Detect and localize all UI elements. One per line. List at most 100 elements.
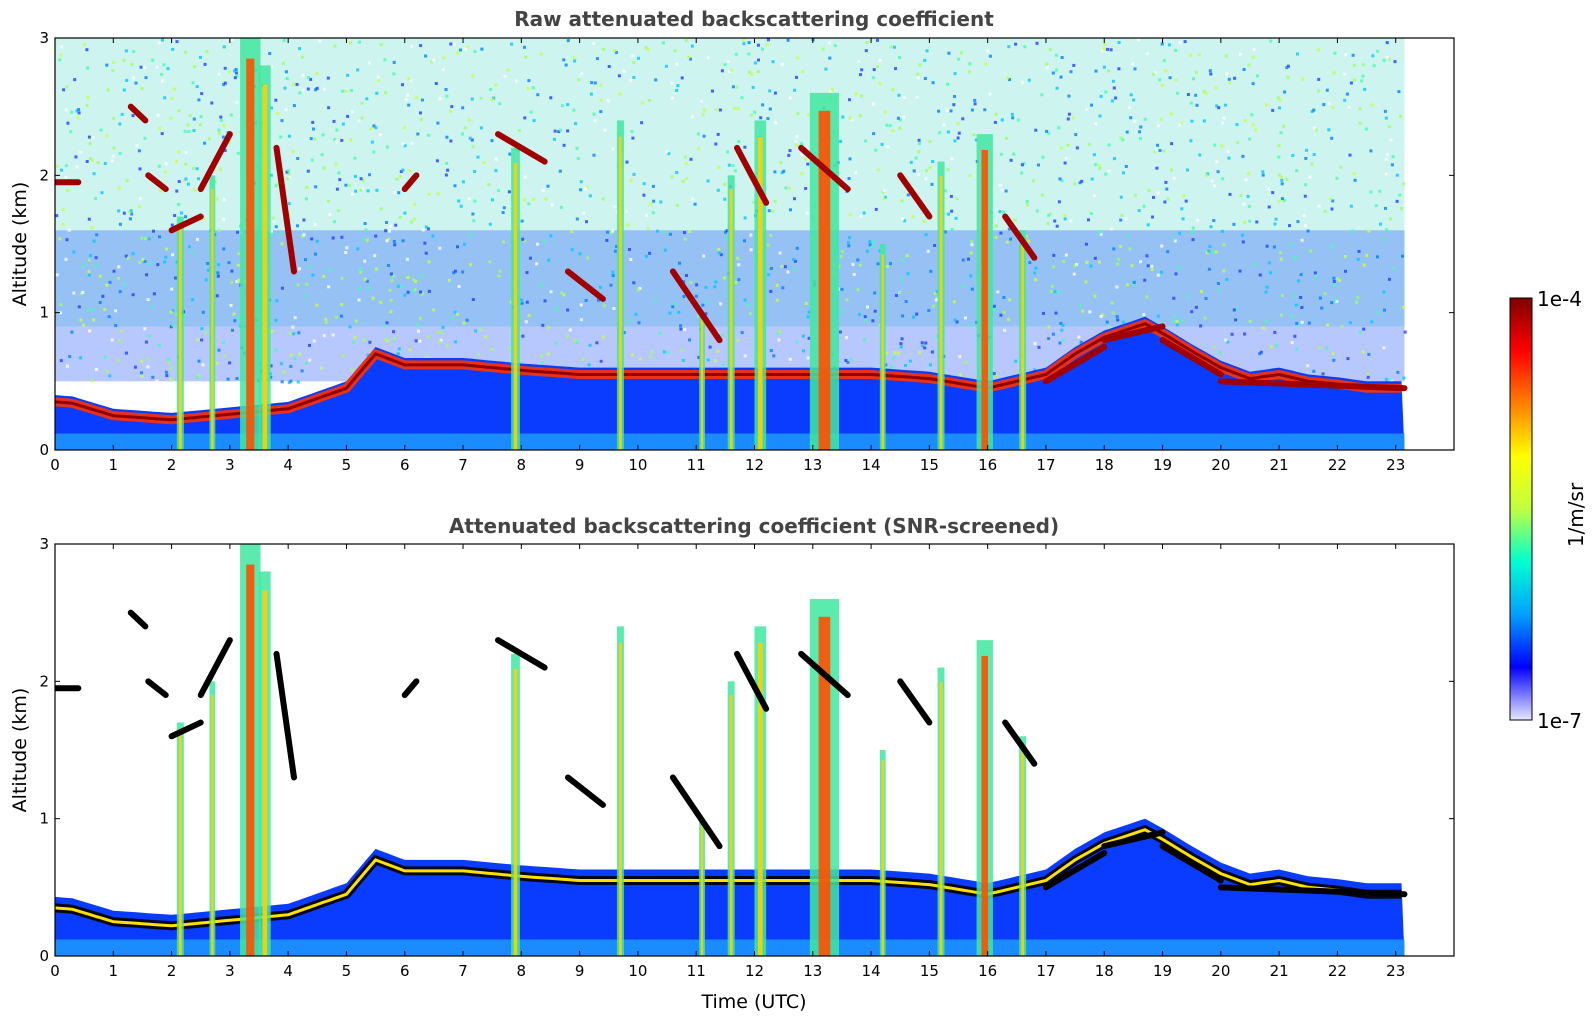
- noise-speckle: [1152, 195, 1155, 199]
- noise-speckle: [338, 178, 342, 182]
- noise-speckle: [112, 269, 116, 273]
- noise-speckle: [723, 63, 727, 67]
- noise-speckle: [899, 345, 903, 349]
- noise-speckle: [1058, 177, 1062, 181]
- noise-speckle: [1102, 65, 1106, 69]
- noise-speckle: [217, 348, 221, 352]
- noise-speckle: [479, 96, 483, 100]
- noise-speckle: [598, 285, 602, 289]
- noise-speckle: [531, 86, 535, 90]
- noise-speckle: [424, 54, 428, 58]
- noise-speckle: [298, 47, 301, 51]
- noise-speckle: [1194, 70, 1198, 74]
- noise-speckle: [313, 137, 317, 141]
- noise-speckle: [868, 243, 872, 247]
- noise-speckle: [223, 66, 227, 70]
- noise-speckle: [800, 171, 804, 175]
- noise-speckle: [333, 44, 337, 48]
- noise-speckle: [1352, 63, 1356, 67]
- noise-speckle: [88, 142, 92, 146]
- noise-speckle: [1073, 182, 1077, 186]
- noise-speckle: [175, 40, 179, 44]
- noise-speckle: [408, 169, 412, 173]
- noise-speckle: [1025, 200, 1029, 203]
- noise-speckle: [1104, 90, 1108, 94]
- noise-speckle: [1167, 43, 1171, 47]
- noise-speckle: [404, 98, 408, 102]
- noise-speckle: [157, 41, 161, 45]
- noise-speckle: [906, 193, 910, 197]
- noise-speckle: [1297, 279, 1300, 283]
- noise-speckle: [1072, 63, 1076, 67]
- noise-speckle: [87, 270, 91, 274]
- noise-speckle: [124, 254, 128, 258]
- noise-speckle: [1132, 98, 1136, 102]
- noise-speckle: [748, 312, 752, 316]
- noise-speckle: [749, 72, 753, 76]
- noise-speckle: [337, 171, 341, 175]
- noise-speckle: [219, 119, 223, 122]
- noise-speckle: [891, 129, 895, 133]
- noise-speckle: [578, 252, 582, 256]
- noise-speckle: [1395, 173, 1399, 177]
- noise-speckle: [1274, 217, 1278, 221]
- noise-speckle: [923, 346, 927, 350]
- noise-speckle: [318, 39, 322, 43]
- noise-speckle: [859, 73, 862, 77]
- cloud-layer: [401, 678, 420, 699]
- noise-speckle: [233, 76, 237, 80]
- noise-speckle: [1382, 290, 1386, 294]
- noise-speckle: [768, 107, 772, 111]
- noise-speckle: [802, 349, 805, 353]
- noise-speckle: [461, 270, 465, 274]
- noise-speckle: [725, 229, 729, 233]
- cloud-layer: [798, 144, 851, 193]
- noise-speckle: [706, 358, 710, 362]
- noise-speckle: [1150, 264, 1154, 268]
- noise-speckle: [333, 220, 336, 224]
- noise-speckle: [468, 118, 472, 122]
- noise-speckle: [160, 72, 164, 76]
- noise-speckle: [788, 96, 792, 100]
- noise-speckle: [878, 58, 882, 62]
- x-tick-label: 13: [803, 456, 822, 474]
- noise-speckle: [540, 52, 543, 56]
- noise-speckle: [1327, 102, 1331, 105]
- noise-speckle: [1127, 106, 1131, 110]
- noise-speckle: [438, 340, 441, 344]
- noise-speckle: [296, 157, 300, 160]
- noise-speckle: [954, 216, 958, 220]
- noise-speckle: [994, 224, 998, 228]
- noise-speckle: [1280, 178, 1284, 182]
- noise-speckle: [134, 81, 138, 85]
- noise-speckle: [180, 211, 183, 215]
- noise-speckle: [651, 211, 655, 215]
- noise-speckle: [270, 233, 274, 236]
- noise-speckle: [434, 82, 438, 85]
- noise-speckle: [840, 287, 844, 291]
- colorbar-min-label: 1e-7: [1537, 709, 1582, 733]
- noise-speckle: [766, 38, 770, 42]
- noise-speckle: [1084, 280, 1088, 284]
- noise-speckle: [103, 162, 107, 165]
- noise-speckle: [786, 270, 790, 274]
- noise-speckle: [1277, 173, 1281, 177]
- noise-speckle: [1209, 225, 1213, 229]
- noise-speckle: [292, 332, 296, 336]
- noise-speckle: [452, 271, 456, 275]
- noise-speckle: [59, 303, 63, 307]
- noise-speckle: [1370, 103, 1374, 107]
- noise-speckle: [1145, 295, 1149, 299]
- noise-speckle: [938, 131, 942, 135]
- noise-speckle: [958, 373, 962, 377]
- noise-speckle: [1089, 212, 1093, 215]
- noise-speckle: [1153, 150, 1157, 154]
- noise-speckle: [362, 338, 366, 342]
- noise-speckle: [291, 82, 295, 86]
- noise-speckle: [1107, 69, 1110, 73]
- noise-speckle: [296, 224, 299, 228]
- noise-speckle: [388, 288, 392, 292]
- noise-speckle: [1208, 69, 1212, 73]
- noise-speckle: [1048, 48, 1052, 52]
